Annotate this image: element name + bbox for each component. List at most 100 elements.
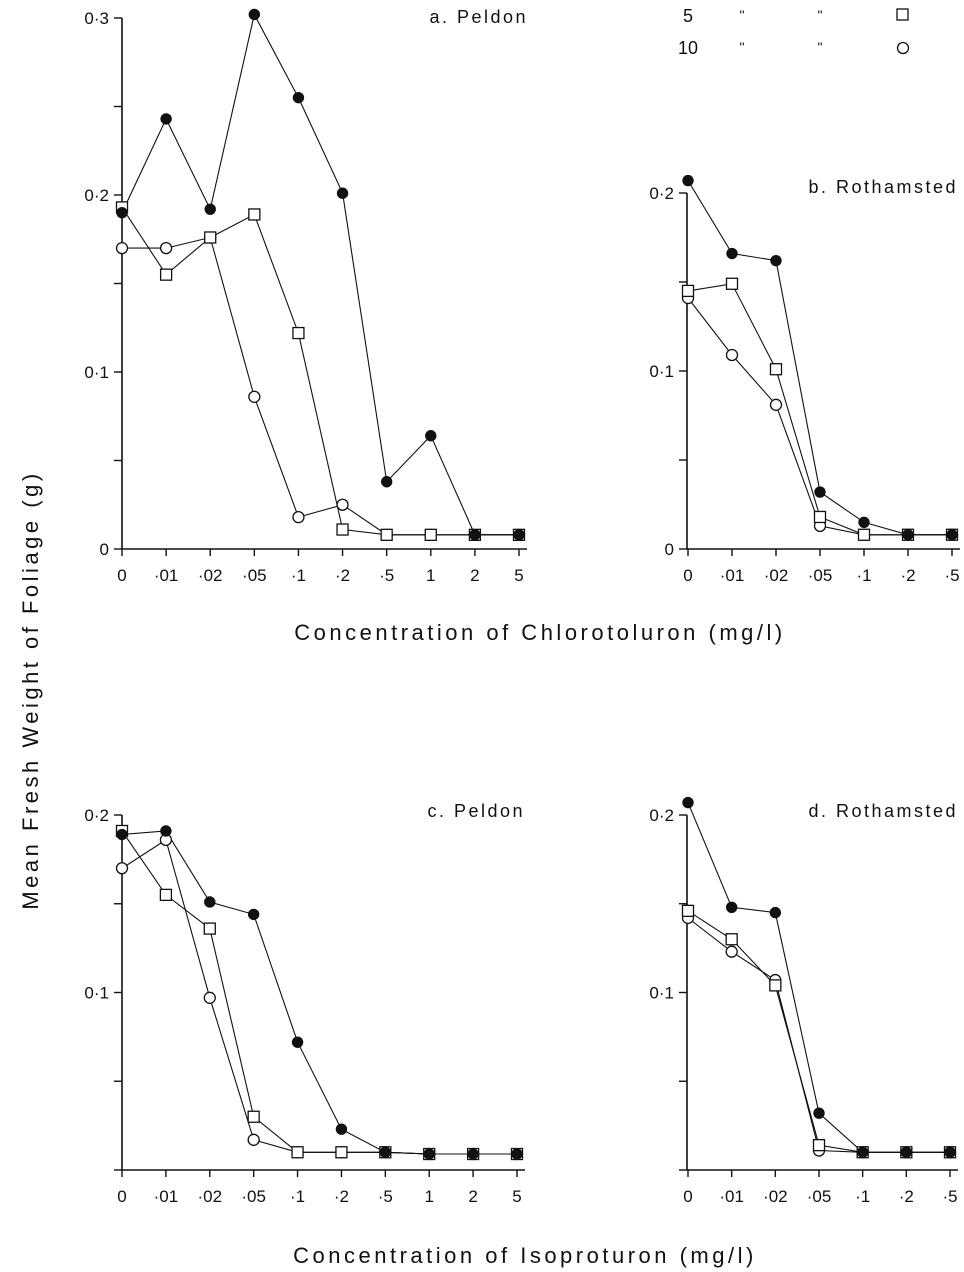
open-square-point [769, 979, 782, 992]
x-axis-title-chlorotoluron: Concentration of Chlorotoluron (mg/l) [294, 620, 785, 645]
legend-ditto: " [740, 7, 745, 23]
filled-circle-point [425, 430, 437, 442]
open-square-point [857, 528, 871, 541]
open-circle-point [725, 348, 739, 362]
open-square-point [725, 277, 739, 290]
open-circle-point [159, 241, 173, 255]
filled-circle-point [204, 896, 216, 908]
open-square-point [204, 231, 217, 244]
filled-circle-point [380, 476, 393, 488]
open-square-point [203, 922, 216, 935]
x-tick-label: ·5 [379, 566, 394, 585]
filled-circle-point [467, 1148, 479, 1160]
open-square-point [681, 904, 695, 917]
open-square-point [424, 528, 437, 541]
panel-title: c. Peldon [427, 801, 525, 821]
open-square-point [159, 268, 173, 281]
open-square-point [336, 523, 349, 536]
open-square-point [681, 284, 695, 298]
x-tick-label: ·5 [378, 1187, 393, 1206]
filled-circle-point [682, 174, 694, 187]
legend-label-5: 5 [683, 6, 693, 26]
x-axis-title-isoproturon: Concentration of Isoproturon (mg/l) [293, 1243, 757, 1268]
x-tick-label: ·2 [900, 566, 915, 585]
y-tick-label: 0·3 [84, 9, 109, 28]
filled-circle-point [335, 1123, 348, 1135]
panel-a-peldon: 0 0·1 0·2 0·3 0 ·01 ·02 ·05 ·1 ·2 ·5 1 2 5 a. Peldon [84, 7, 527, 585]
filled-circle-point [247, 908, 260, 921]
panel-c-peldon: 0·1 0·2 0 ·01 ·02 ·05 ·1 ·2 ·5 1 2 5 c. Peldon [84, 801, 525, 1206]
x-tick-label: ·01 [719, 1187, 744, 1206]
filled-circle-point [511, 1148, 523, 1160]
filled-circle-series-line [121, 12, 519, 536]
filled-circle-series-line [121, 830, 517, 1155]
x-tick-label: 2 [470, 566, 479, 585]
filled-circle-point [160, 113, 172, 125]
open-circle-point [247, 1133, 260, 1146]
open-circle-point [336, 498, 349, 511]
open-circle-point [115, 241, 129, 255]
open-square-point [813, 510, 827, 524]
x-tick-label: ·1 [855, 1187, 870, 1206]
y-tick-label: 0·2 [84, 806, 109, 825]
filled-circle-point [204, 203, 216, 215]
y-tick-label: 0·2 [649, 806, 674, 825]
open-circle-series-line [122, 236, 519, 536]
open-circle-point [292, 510, 305, 524]
open-square-point [812, 1139, 826, 1152]
filled-circle-point [116, 828, 128, 841]
filled-circle-point [160, 825, 172, 837]
filled-circle-point [856, 1146, 869, 1158]
filled-circle-point [769, 906, 782, 919]
open-circle-point [725, 945, 738, 958]
x-tick-label: ·01 [720, 566, 745, 585]
open-square-point [725, 933, 738, 946]
legend: 5 " " 10 " " [678, 6, 910, 58]
open-square-series-line [121, 207, 519, 536]
x-tick-label: 0 [683, 1187, 692, 1206]
open-circle-point [115, 862, 129, 875]
filled-circle-point [813, 1107, 825, 1119]
panel-b-rothamsted: 0 0·1 0·2 0 ·01 ·02 ·05 ·1 ·2 ·5 b. Rothamsted [649, 174, 960, 585]
x-tick-label: 0 [683, 566, 692, 585]
open-square-point [248, 208, 261, 221]
x-tick-label: ·01 [154, 1187, 179, 1206]
x-tick-label: ·2 [334, 1187, 349, 1206]
open-square-point [159, 888, 173, 902]
x-tick-label: ·1 [290, 1187, 305, 1206]
filled-circle-point [725, 901, 738, 913]
x-tick-label: 5 [514, 566, 523, 585]
x-tick-label: ·05 [808, 566, 833, 585]
filled-circle-point [379, 1146, 392, 1158]
x-tick-label: ·2 [335, 566, 350, 585]
y-axis-title: Mean Fresh Weight of Foliage (g) [18, 470, 43, 909]
legend-open-square-marker [896, 8, 909, 21]
panel-title: d. Rothamsted [808, 801, 958, 821]
filled-circle-point [513, 529, 525, 541]
x-tick-label: ·02 [763, 1187, 788, 1206]
x-tick-label: 1 [426, 566, 435, 585]
open-square-point [292, 326, 305, 340]
x-tick-label: 0 [117, 566, 126, 585]
open-square-series-line [121, 830, 517, 1155]
x-tick-label: ·2 [899, 1187, 914, 1206]
x-tick-label: ·5 [944, 566, 959, 585]
filled-circle-point [469, 529, 481, 541]
x-tick-label: 0 [117, 1187, 126, 1206]
open-circle-series-line [687, 297, 952, 536]
filled-circle-point [900, 1146, 913, 1158]
open-square-point [335, 1146, 348, 1159]
x-tick-label: 5 [512, 1187, 521, 1206]
x-tick-label: ·05 [241, 1187, 266, 1206]
filled-circle-point [902, 529, 914, 541]
open-circle-point [769, 398, 783, 411]
open-circle-point [203, 991, 216, 1004]
filled-circle-point [726, 247, 738, 260]
x-tick-label: ·01 [154, 566, 179, 585]
filled-circle-point [116, 207, 128, 219]
filled-circle-point [682, 796, 694, 809]
open-square-point [769, 363, 783, 376]
filled-circle-point [814, 486, 826, 498]
legend-open-circle-marker [896, 41, 910, 55]
